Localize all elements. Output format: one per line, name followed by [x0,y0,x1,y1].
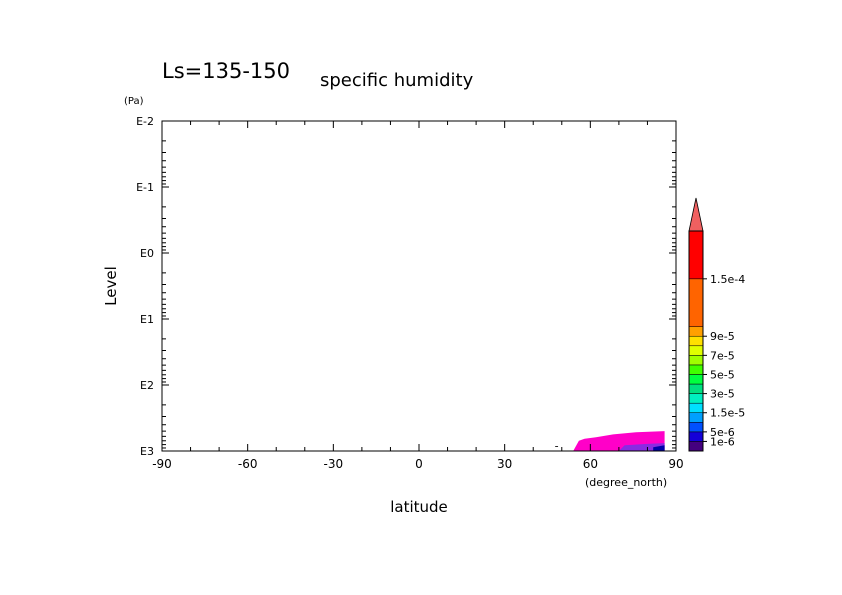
y-tick-label: E-2 [136,115,154,128]
colorbar-label: 1e-6 [710,435,735,448]
colorbar-label: 5e-5 [710,368,735,381]
axis-ticks [161,120,677,452]
colorbar-segment [688,422,704,433]
colorbar-segment [688,335,704,347]
y-tick-label: E0 [140,247,154,260]
x-tick-label: -60 [238,457,258,471]
colorbar-segment [688,402,704,413]
colorbar-segment [688,230,704,280]
colorbar-segment [688,364,704,375]
y-tick-label: E2 [140,379,154,392]
colorbar-label: 1.5e-4 [710,273,745,286]
contour-marker-group: - [555,439,559,452]
colorbar-segment [688,431,704,442]
colorbar-segment [688,393,704,404]
y-tick-label: E-1 [136,181,154,194]
x-tick-label: 30 [497,457,512,471]
colorbar-label: 7e-5 [710,349,735,362]
x-axis-label: latitude [390,498,448,516]
contour-marker: - [555,439,559,452]
colorbar-segment [688,374,704,385]
contour-regions [573,431,665,451]
colorbar-segment [688,441,704,452]
colorbar-segment [688,412,704,423]
colorbar-label: 5e-6 [710,426,735,439]
plot-frame [161,120,677,452]
colorbar-segment [688,326,704,337]
chart-title: specific humidity [320,70,474,91]
x-tick-labels: -90 -60 -30 0 30 60 90 [152,457,683,471]
colorbar-segment [688,355,704,366]
y-tick-label: E1 [140,313,154,326]
colorbar-label: 1.5e-5 [710,407,745,420]
x-tick-label: -30 [324,457,344,471]
title-prefix: Ls=135-150 [162,59,290,83]
colorbar: 1e-65e-6 1.5e-5 3e-5 5e-5 7e-5 9e-5 1.5e-4 [688,197,745,452]
y-axis-units: (Pa) [124,96,144,107]
colorbar-label: 3e-5 [710,388,735,401]
colorbar-segment [688,383,704,394]
contour-region-2 [653,445,665,451]
contour-region-1 [618,443,665,451]
colorbar-frame [688,230,704,452]
y-axis-label: Level [102,266,120,306]
colorbar-segment [688,345,704,356]
x-tick-label: 0 [415,457,423,471]
x-tick-label: -90 [152,457,172,471]
x-tick-label: 60 [583,457,598,471]
y-tick-label: E3 [140,445,154,458]
x-axis-units: (degree_north) [585,476,667,489]
colorbar-segment [688,278,704,327]
x-tick-label: 90 [668,457,683,471]
colorbar-label: 9e-5 [710,330,735,343]
colorbar-overflow-arrow [688,197,704,232]
y-tick-labels: E-2 E-1 E0 E1 E2 E3 [136,115,154,458]
